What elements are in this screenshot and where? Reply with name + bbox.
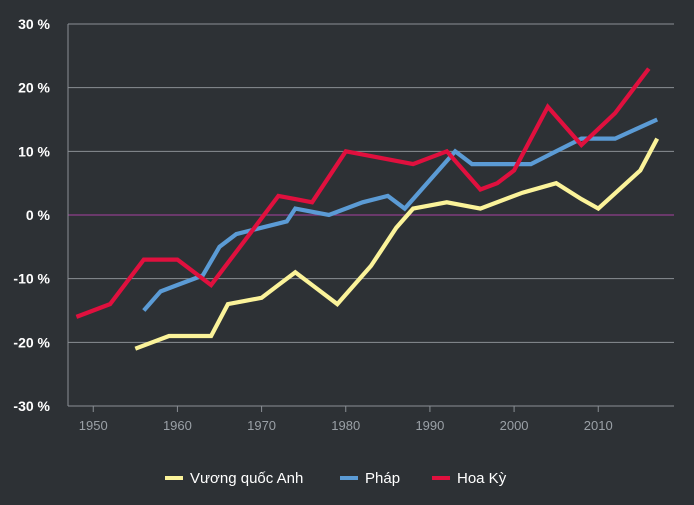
y-tick-label: 20 % [18,80,50,96]
y-tick-label: 10 % [18,143,50,159]
x-tick-labels: 1950 1960 1970 1980 1990 2000 2010 [79,418,613,433]
grid-lines [68,23,674,407]
x-tick-label: 2000 [500,418,529,433]
series-line-2 [75,67,651,319]
legend-label-0: Vương quốc Anh [190,470,303,487]
x-tick-label: 1990 [415,418,444,433]
x-tick-label: 1970 [247,418,276,433]
y-tick-label: 0 % [26,207,51,223]
legend: Vương quốc Anh Pháp Hoa Kỳ [165,470,507,487]
legend-label-1: Pháp [365,470,400,487]
x-tick-label: 1950 [79,418,108,433]
x-tick-label: 2010 [584,418,613,433]
y-tick-label: -30 % [13,398,50,414]
x-tick-label: 1980 [331,418,360,433]
x-tick-label: 1960 [163,418,192,433]
y-tick-label: 30 % [18,16,50,32]
series-lines [75,67,660,351]
y-tick-label: -10 % [13,271,50,287]
series-line-0 [134,137,660,351]
legend-label-2: Hoa Kỳ [457,470,507,487]
series-line-1 [142,117,659,312]
x-axis [67,24,599,412]
y-tick-labels: 30 % 20 % 10 % 0 % -10 % -20 % -30 % [13,16,50,414]
y-tick-label: -20 % [13,334,50,350]
